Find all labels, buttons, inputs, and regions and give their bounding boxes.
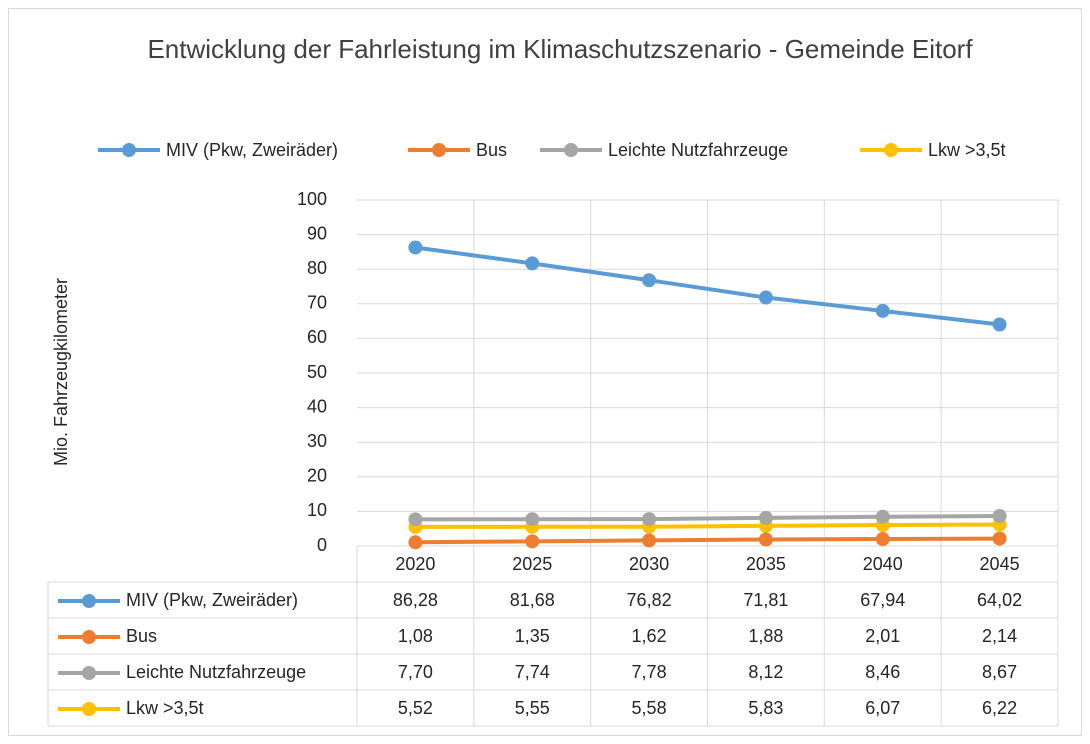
table-key-marker bbox=[82, 630, 96, 644]
y-tick-label: 50 bbox=[307, 362, 327, 382]
table-value: 81,68 bbox=[510, 590, 555, 610]
series-line bbox=[415, 522, 1000, 529]
table-value: 6,22 bbox=[982, 698, 1017, 718]
data-point bbox=[408, 535, 423, 550]
table-row-label: Lkw >3,5t bbox=[126, 698, 204, 718]
table-row-label: Leichte Nutzfahrzeuge bbox=[126, 662, 306, 682]
data-point bbox=[875, 509, 890, 524]
legend-label: Bus bbox=[476, 140, 507, 160]
table-value: 2,01 bbox=[865, 626, 900, 646]
legend-label: Leichte Nutzfahrzeuge bbox=[608, 140, 788, 160]
table-value: 7,74 bbox=[515, 662, 550, 682]
data-point bbox=[525, 512, 540, 527]
table-value: 76,82 bbox=[627, 590, 672, 610]
table-value: 6,07 bbox=[865, 698, 900, 718]
legend-key-marker bbox=[884, 143, 898, 157]
table-value: 1,35 bbox=[515, 626, 550, 646]
chart-border bbox=[8, 8, 1082, 736]
y-tick-label: 70 bbox=[307, 293, 327, 313]
table-value: 1,62 bbox=[632, 626, 667, 646]
y-tick-label: 100 bbox=[297, 189, 327, 209]
data-point bbox=[992, 531, 1007, 546]
data-point bbox=[642, 533, 657, 548]
table-key-marker bbox=[82, 594, 96, 608]
data-point bbox=[408, 240, 423, 255]
y-tick-label: 40 bbox=[307, 396, 327, 416]
y-tick-label: 30 bbox=[307, 431, 327, 451]
data-point bbox=[875, 532, 890, 547]
legend-key-marker bbox=[432, 143, 446, 157]
x-tick-label: 2020 bbox=[395, 554, 435, 574]
table-value: 5,55 bbox=[515, 698, 550, 718]
series-line bbox=[415, 245, 1000, 327]
y-tick-label: 90 bbox=[307, 223, 327, 243]
table-value: 71,81 bbox=[743, 590, 788, 610]
data-point bbox=[642, 273, 657, 288]
table-value: 8,12 bbox=[748, 662, 783, 682]
table-row-label: Bus bbox=[126, 626, 157, 646]
y-axis-title: Mio. Fahrzeugkilometer bbox=[51, 278, 71, 466]
data-point bbox=[642, 512, 657, 527]
legend-label: MIV (Pkw, Zweiräder) bbox=[166, 140, 338, 160]
data-point bbox=[992, 317, 1007, 332]
series-line bbox=[415, 536, 1000, 545]
table-value: 86,28 bbox=[393, 590, 438, 610]
x-tick-label: 2045 bbox=[980, 554, 1020, 574]
table-value: 8,67 bbox=[982, 662, 1017, 682]
x-tick-label: 2035 bbox=[746, 554, 786, 574]
y-tick-label: 10 bbox=[307, 500, 327, 520]
table-value: 2,14 bbox=[982, 626, 1017, 646]
table-key-marker bbox=[82, 666, 96, 680]
table-row-label: MIV (Pkw, Zweiräder) bbox=[126, 590, 298, 610]
table-value: 5,52 bbox=[398, 698, 433, 718]
table-value: 7,78 bbox=[632, 662, 667, 682]
legend-label: Lkw >3,5t bbox=[928, 140, 1006, 160]
table-value: 5,58 bbox=[632, 698, 667, 718]
y-tick-label: 20 bbox=[307, 466, 327, 486]
data-point bbox=[758, 510, 773, 525]
x-tick-label: 2040 bbox=[863, 554, 903, 574]
data-point bbox=[758, 532, 773, 547]
table-value: 1,88 bbox=[748, 626, 783, 646]
table-value: 5,83 bbox=[748, 698, 783, 718]
table-value: 8,46 bbox=[865, 662, 900, 682]
y-tick-label: 60 bbox=[307, 327, 327, 347]
data-point bbox=[408, 512, 423, 527]
table-value: 64,02 bbox=[977, 590, 1022, 610]
x-tick-label: 2025 bbox=[512, 554, 552, 574]
x-tick-label: 2030 bbox=[629, 554, 669, 574]
series-line bbox=[415, 514, 1000, 522]
legend-key-marker bbox=[564, 143, 578, 157]
y-tick-label: 80 bbox=[307, 258, 327, 278]
y-tick-label: 0 bbox=[317, 535, 327, 555]
chart-title: Entwicklung der Fahrleistung im Klimasch… bbox=[147, 34, 973, 64]
table-value: 67,94 bbox=[860, 590, 905, 610]
legend-key-marker bbox=[122, 143, 136, 157]
data-point bbox=[525, 534, 540, 549]
table-value: 7,70 bbox=[398, 662, 433, 682]
data-point bbox=[875, 303, 890, 318]
data-point bbox=[758, 290, 773, 305]
data-point bbox=[525, 256, 540, 271]
table-key-marker bbox=[82, 702, 96, 716]
table-value: 1,08 bbox=[398, 626, 433, 646]
data-point bbox=[992, 509, 1007, 524]
